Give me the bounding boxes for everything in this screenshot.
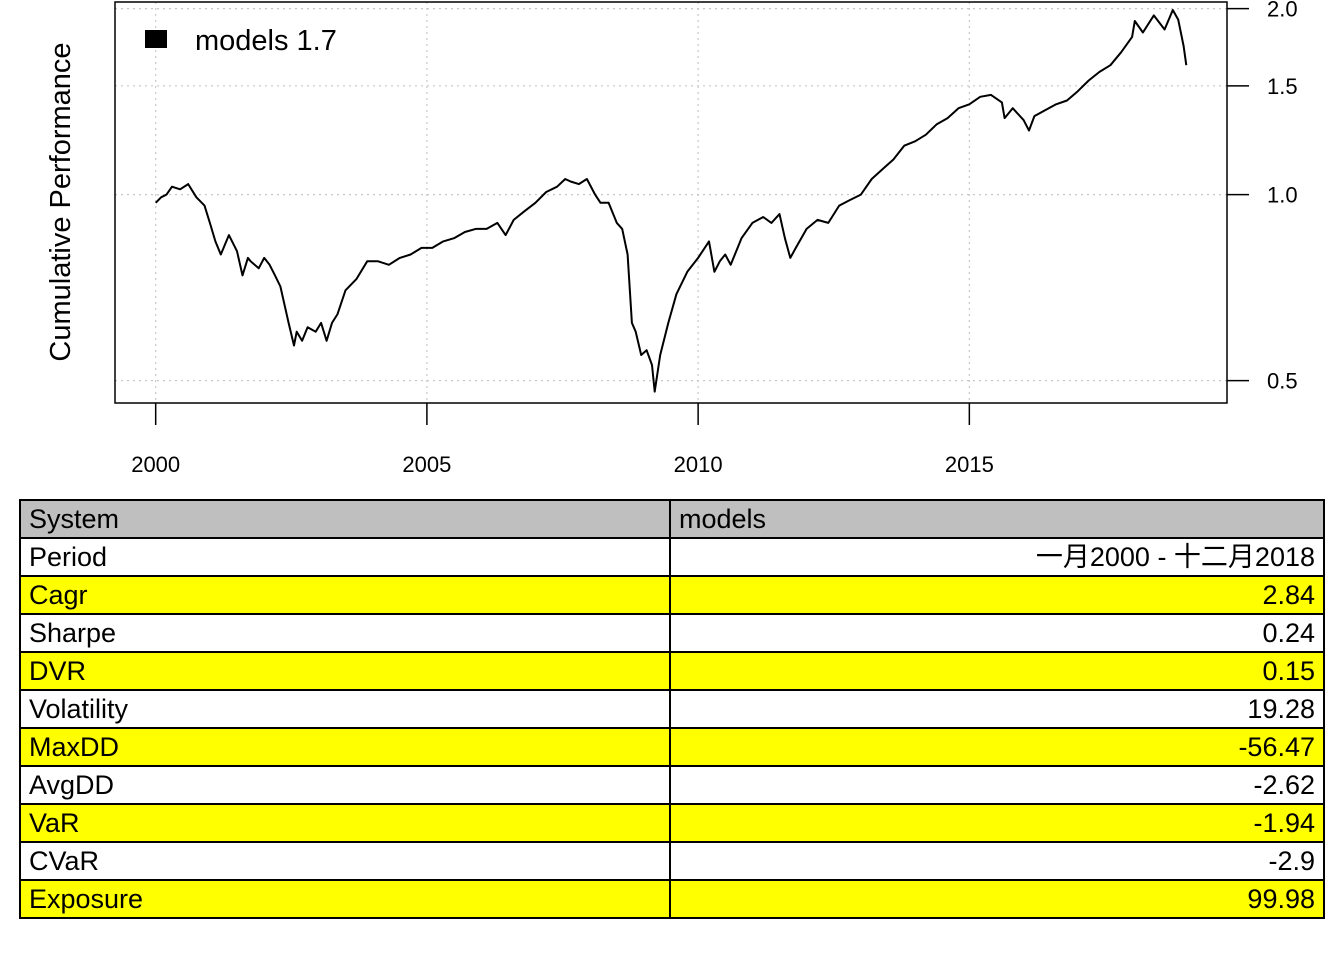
grid-lines	[115, 2, 1227, 403]
legend-swatch	[145, 30, 167, 48]
y-tick-label: 1.0	[1267, 183, 1298, 208]
y-axis-label: Cumulative Performance	[45, 42, 77, 361]
metric-value: -2.9	[669, 841, 1325, 881]
metric-label: Cagr	[19, 575, 671, 615]
metric-value: 0.24	[669, 613, 1325, 653]
y-tick-label: 0.5	[1267, 369, 1298, 394]
x-tick-label: 2000	[131, 452, 180, 477]
table-row: Exposure 99.98	[19, 879, 1325, 919]
metric-label: VaR	[19, 803, 671, 843]
x-tick-label: 2005	[402, 452, 451, 477]
table-row: DVR 0.15	[19, 651, 1325, 691]
metric-value: 99.98	[669, 879, 1325, 919]
table-header-row: System models	[19, 499, 1325, 539]
x-tick-label: 2010	[674, 452, 723, 477]
legend: models 1.7	[145, 25, 337, 57]
metric-value: -2.62	[669, 765, 1325, 805]
metric-label: Sharpe	[19, 613, 671, 653]
metric-label: CVaR	[19, 841, 671, 881]
metric-value: 19.28	[669, 689, 1325, 729]
table-row: MaxDD -56.47	[19, 727, 1325, 767]
table-header-models: models	[669, 499, 1325, 539]
table-row: Period 一月2000 - 十二月2018	[19, 537, 1325, 577]
metric-label: Exposure	[19, 879, 671, 919]
metric-value: -56.47	[669, 727, 1325, 767]
legend-label: models 1.7	[195, 25, 337, 57]
metric-label: AvgDD	[19, 765, 671, 805]
table-row: AvgDD -2.62	[19, 765, 1325, 805]
table-row: Volatility 19.28	[19, 689, 1325, 729]
y-tick-label: 1.5	[1267, 74, 1298, 99]
metric-value: 2.84	[669, 575, 1325, 615]
metric-value: 一月2000 - 十二月2018	[669, 537, 1325, 577]
y-axis: 0.5 1.0 1.5 2.0	[1227, 0, 1298, 394]
table-row: VaR -1.94	[19, 803, 1325, 843]
stats-table: System models Period 一月2000 - 十二月2018 Cagr…	[19, 499, 1325, 919]
y-tick-label: 2.0	[1267, 0, 1298, 22]
table-row: Cagr 2.84	[19, 575, 1325, 615]
table-row: Sharpe 0.24	[19, 613, 1325, 653]
plot-frame	[114, 1, 1228, 404]
metric-value: -1.94	[669, 803, 1325, 843]
metric-label: DVR	[19, 651, 671, 691]
performance-chart: 2000 2005 2010 2015 0.5 1.0 1.5 2.0 models 1.7…	[45, 0, 1298, 477]
metric-label: MaxDD	[19, 727, 671, 767]
table-row: CVaR -2.9	[19, 841, 1325, 881]
x-tick-label: 2015	[945, 452, 994, 477]
table-header-system: System	[19, 499, 671, 539]
x-axis: 2000 2005 2010 2015	[131, 403, 994, 477]
series-line-models	[154, 9, 1188, 393]
metric-label: Period	[19, 537, 671, 577]
metric-label: Volatility	[19, 689, 671, 729]
metric-value: 0.15	[669, 651, 1325, 691]
